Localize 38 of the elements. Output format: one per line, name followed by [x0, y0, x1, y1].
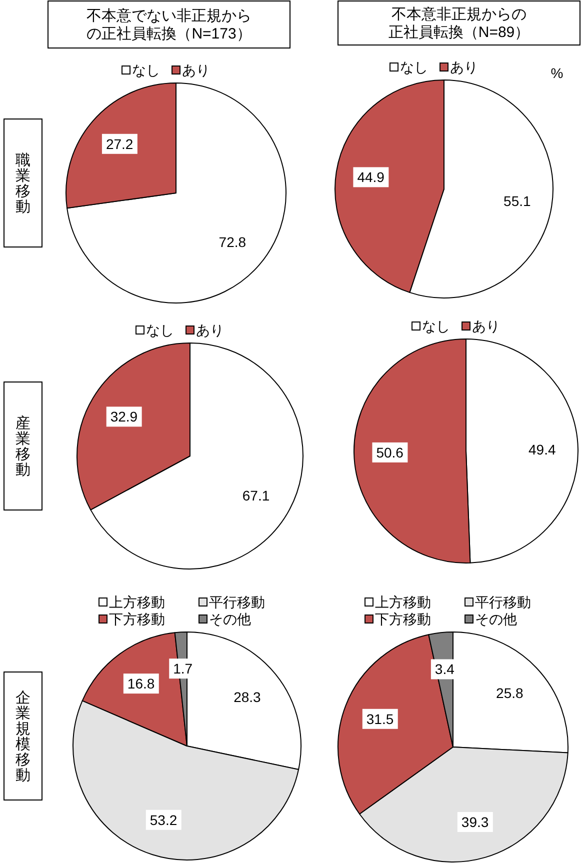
data-label: 53.2 [150, 812, 178, 828]
data-label: 25.8 [496, 685, 524, 702]
data-label: 50.6 [376, 444, 404, 460]
legend-label: あり [196, 322, 224, 338]
title: 不本意でない非正規からの正社員転換（N=173） [86, 8, 252, 42]
legend-label: 上方移動 [109, 594, 165, 610]
legend-label: その他 [475, 611, 517, 627]
ylabel: 職業移動 [16, 152, 30, 216]
data-label: 27.2 [106, 136, 134, 152]
data-label: 1.7 [173, 660, 193, 677]
legend-label: 平行移動 [475, 594, 531, 610]
data-label: 72.8 [218, 234, 246, 250]
data-label: 31.5 [366, 710, 394, 727]
legend-label: 上方移動 [375, 594, 431, 610]
title: 不本意非正規からの正社員転換（N=89） [388, 6, 530, 41]
data-label: 44.9 [357, 169, 385, 186]
data-label: 16.8 [127, 676, 155, 692]
data-label: 49.4 [528, 442, 556, 458]
legend-label: あり [450, 59, 478, 75]
legend-label: その他 [209, 611, 251, 627]
annotation: % [550, 65, 564, 81]
data-label: 67.1 [242, 487, 270, 504]
data-label: 39.3 [461, 814, 489, 830]
ylabel: 産業移動 [16, 415, 30, 478]
legend-label: なし [146, 322, 174, 338]
legend-label: 平行移動 [209, 594, 265, 610]
legend-label: あり [472, 318, 500, 334]
legend-label: なし [132, 62, 160, 78]
legend-label: なし [422, 318, 450, 334]
data-label: 55.1 [504, 192, 532, 209]
ylabel: 企業規模移動 [16, 690, 30, 784]
data-label: 3.4 [434, 661, 455, 678]
data-label: 28.3 [234, 689, 262, 706]
data-label: 32.9 [110, 408, 138, 425]
legend-label: あり [182, 62, 210, 78]
legend-label: 下方移動 [375, 611, 431, 627]
legend-label: 下方移動 [109, 611, 165, 627]
legend-label: なし [400, 59, 428, 75]
